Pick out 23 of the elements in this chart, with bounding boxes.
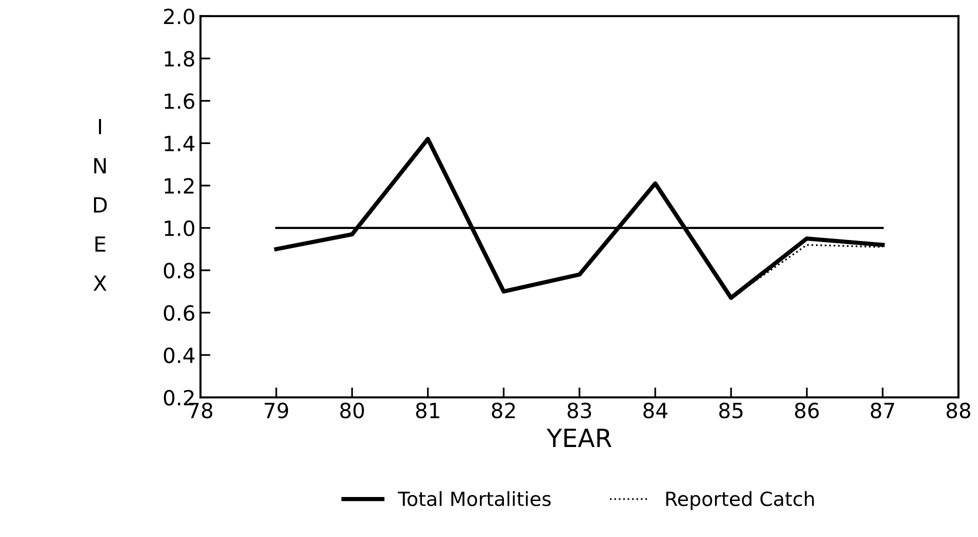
legend-label: Reported Catch: [666, 491, 814, 510]
y-tick-label: 2.0: [164, 8, 194, 24]
y-tick-label: 1.6: [164, 93, 194, 110]
legend-label: Total Mortalities: [398, 491, 551, 506]
y-tick-label: 1.0: [164, 220, 194, 236]
y-tick-label: 0.6: [164, 305, 194, 321]
x-tick-label: 85: [719, 402, 742, 418]
x-tick-label: 88: [946, 402, 970, 418]
x-tick-label: 86: [795, 402, 819, 418]
y-tick-label: 1.8: [164, 50, 194, 67]
x-tick-label: 83: [568, 402, 592, 418]
y-tick-label: 0.8: [164, 262, 194, 278]
x-tick-label: 79: [264, 402, 288, 418]
x-tick-label: 84: [643, 402, 668, 418]
x-tick-label: 82: [492, 402, 515, 418]
x-axis-title: YEAR: [546, 428, 612, 447]
y-tick-label: 0.4: [164, 347, 194, 364]
x-tick-label: 87: [870, 402, 894, 418]
x-tick-label: 81: [416, 402, 440, 418]
y-axis-title: INDEX: [93, 118, 107, 291]
x-tick-label: 80: [340, 402, 364, 418]
y-tick-label: 1.2: [164, 178, 194, 194]
y-tick-label: 1.4: [164, 136, 194, 152]
